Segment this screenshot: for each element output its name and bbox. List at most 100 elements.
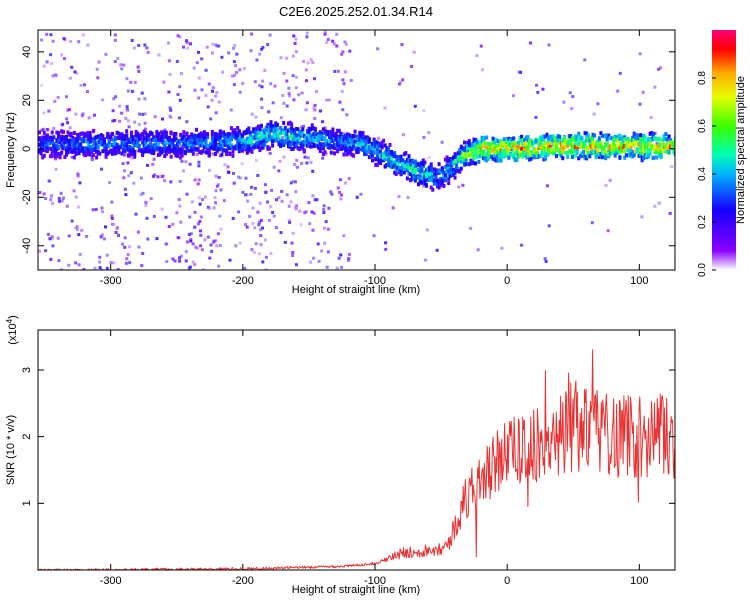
spectrogram-cell xyxy=(267,110,271,114)
spectrogram-cell xyxy=(407,158,411,163)
spectrogram-cell xyxy=(299,129,303,134)
spectrogram-cell xyxy=(210,249,214,253)
spectrogram-cell xyxy=(497,152,501,157)
spectrogram-cell xyxy=(183,149,187,154)
spectrogram-cell xyxy=(422,184,426,188)
spectrogram-cell xyxy=(57,259,61,263)
spectrogram-cell xyxy=(120,139,124,144)
spectrogram-cell xyxy=(566,155,570,159)
spectrogram-cell xyxy=(502,137,506,142)
spectrogram-cell xyxy=(316,242,320,246)
spectrogram-cell xyxy=(321,143,325,148)
spectrogram-cell xyxy=(303,211,307,215)
spectrogram-cell xyxy=(48,237,52,241)
spectrogram-cell xyxy=(400,43,404,47)
spectrogram-cell xyxy=(179,254,183,258)
spectrogram-cell xyxy=(211,240,215,244)
spectrogram-cell xyxy=(95,142,99,147)
spectrogram-cell xyxy=(209,117,213,121)
spectrogram-cell xyxy=(342,152,346,157)
spectrogram-cell xyxy=(251,206,255,210)
spectrogram-cell xyxy=(543,141,547,146)
spectrogram-cell xyxy=(256,137,260,142)
spectrogram-cell xyxy=(45,140,49,145)
spectrogram-cell xyxy=(570,150,574,155)
spectrogram-cell xyxy=(206,105,210,109)
spectrogram-cell xyxy=(149,130,152,135)
spectrogram-cell xyxy=(68,139,72,144)
spectrogram-cell xyxy=(529,139,533,144)
spectrogram-cell xyxy=(345,113,349,117)
spectrogram-cell xyxy=(634,148,638,152)
spectrogram-cell xyxy=(176,236,180,240)
spectrogram-cell xyxy=(539,153,543,158)
spectrogram-cell xyxy=(409,158,413,163)
spectrogram-cell xyxy=(287,141,290,146)
spectrogram-cell xyxy=(512,136,516,141)
spectrogram-cell xyxy=(639,146,643,151)
spectrogram-cell xyxy=(217,100,221,104)
spectrogram-cell xyxy=(291,254,295,257)
spectrogram-cell xyxy=(437,169,441,174)
spectrogram-cell xyxy=(509,147,512,152)
spectrogram-cell xyxy=(98,151,102,156)
spectrogram-cell xyxy=(68,142,72,146)
spectrogram-cell xyxy=(397,195,401,199)
spectrogram-cell xyxy=(605,149,609,154)
spectrogram-cell xyxy=(640,158,644,163)
spectrogram-cell xyxy=(383,106,387,110)
spectrogram-cell xyxy=(248,130,252,135)
spectrogram-cell xyxy=(161,117,164,121)
spectrogram-cell xyxy=(321,146,325,150)
spectrogram-cell xyxy=(74,139,78,144)
spectrogram-cell xyxy=(364,150,368,155)
spectrogram-cell xyxy=(137,123,141,126)
spectrogram-cell xyxy=(361,135,365,140)
spectrogram-cell xyxy=(73,70,77,74)
spectrogram-cell xyxy=(295,75,298,79)
spectrogram-cell xyxy=(447,181,451,186)
spectrogram-cell xyxy=(215,44,219,48)
spectrogram-cell xyxy=(610,136,614,141)
spectrogram-cell xyxy=(167,59,171,63)
spectrogram-cell xyxy=(344,139,348,144)
spectrogram-cell xyxy=(252,129,256,134)
spectrogram-cell xyxy=(295,165,299,169)
spectrogram-cell xyxy=(445,165,449,170)
spectrogram-cell xyxy=(566,143,570,148)
spectrogram-cell xyxy=(322,204,326,208)
snr-frame xyxy=(37,329,676,571)
spectrogram-cell xyxy=(123,236,127,240)
spectrogram-cell xyxy=(585,156,589,161)
spectrogram-cell xyxy=(112,141,116,146)
spectrogram-cell xyxy=(612,150,616,155)
spectrogram-cell xyxy=(156,135,160,140)
spectrogram-cell xyxy=(496,139,500,144)
spectrogram-cell xyxy=(311,228,315,232)
spectrogram-cell xyxy=(247,143,251,148)
spectrogram-cell xyxy=(466,143,470,148)
spectrogram-cell xyxy=(490,145,493,150)
spectrogram-cell xyxy=(523,152,527,156)
spectrogram-cell xyxy=(501,141,505,146)
spectrogram-cell xyxy=(570,155,574,159)
spectrogram-cell xyxy=(591,149,595,154)
spectrogram-cell xyxy=(197,178,201,182)
spectrogram-cell xyxy=(232,172,235,175)
spectrogram-cell xyxy=(196,141,200,145)
spectrogram-cell xyxy=(320,150,324,154)
spectrogram-cell xyxy=(57,151,60,156)
spectrogram-cell xyxy=(104,152,108,157)
spectrogram-cell xyxy=(409,178,413,183)
spectrogram-cell xyxy=(209,145,213,150)
spectrogram-cell xyxy=(323,226,326,230)
spectrogram-cell xyxy=(304,135,308,140)
spectrogram-cell xyxy=(570,152,574,157)
spectrogram-cell xyxy=(46,232,50,236)
spectrogram-cell xyxy=(623,137,627,142)
spectrogram-cell xyxy=(245,136,249,141)
spectrogram-cell xyxy=(439,176,443,181)
spectrogram-cell xyxy=(388,150,392,155)
spectrogram-cell xyxy=(204,139,208,144)
spectrogram-cell xyxy=(444,165,447,169)
